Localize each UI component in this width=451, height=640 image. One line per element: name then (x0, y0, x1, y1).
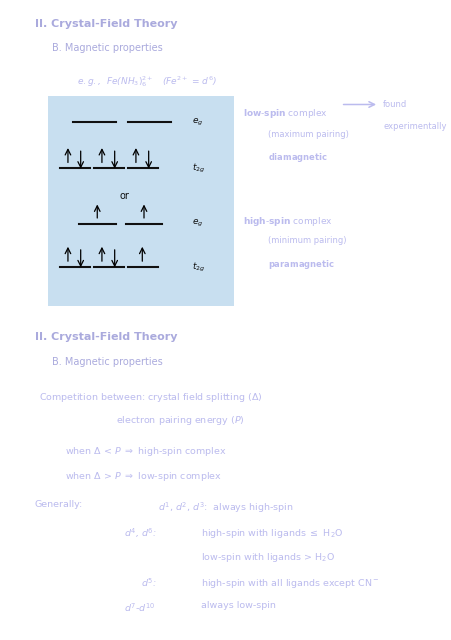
Text: $\mathbf{low\text{-}spin}$ complex: $\mathbf{low\text{-}spin}$ complex (243, 107, 327, 120)
Text: Generally:: Generally: (35, 500, 83, 509)
Text: always low-spin: always low-spin (200, 602, 275, 611)
Text: B. Magnetic properties: B. Magnetic properties (52, 44, 162, 53)
Text: $t_{2g}$: $t_{2g}$ (192, 162, 205, 175)
Text: $\mathbf{paramagnetic}$: $\mathbf{paramagnetic}$ (268, 258, 335, 271)
Text: Competition between: crystal field splitting ($\Delta$): Competition between: crystal field split… (39, 391, 262, 404)
Text: $d^4$, $d^6$:: $d^4$, $d^6$: (124, 527, 156, 540)
Text: low-spin with ligands > H$_2$O: low-spin with ligands > H$_2$O (200, 551, 334, 564)
Text: II. Crystal-Field Theory: II. Crystal-Field Theory (35, 332, 177, 342)
Text: when $\Delta$ > $P$ $\Rightarrow$ low-spin complex: when $\Delta$ > $P$ $\Rightarrow$ low-sp… (64, 470, 221, 483)
Text: $d^7$-$d^{10}$: $d^7$-$d^{10}$ (124, 602, 155, 614)
Text: or: or (119, 191, 129, 201)
Text: $t_{2g}$: $t_{2g}$ (192, 260, 205, 274)
Text: $e_g$: $e_g$ (192, 116, 203, 127)
Text: found: found (382, 100, 406, 109)
Text: $\mathbf{high\text{-}spin}$ complex: $\mathbf{high\text{-}spin}$ complex (243, 214, 332, 228)
Text: electron pairing energy ($P$): electron pairing energy ($P$) (115, 414, 244, 427)
Text: (minimum pairing): (minimum pairing) (268, 236, 346, 245)
Text: $\mathbf{diamagnetic}$: $\mathbf{diamagnetic}$ (268, 152, 327, 164)
Text: $e_g$: $e_g$ (192, 218, 203, 229)
Text: (maximum pairing): (maximum pairing) (268, 130, 349, 139)
Bar (47, 96, 234, 306)
Text: $e.g.$,  Fe(NH$_3)_6^{2+}$   (Fe$^{2+}$ = $d^6$): $e.g.$, Fe(NH$_3)_6^{2+}$ (Fe$^{2+}$ = $… (77, 74, 217, 89)
Text: high-spin with ligands $\leq$ H$_2$O: high-spin with ligands $\leq$ H$_2$O (200, 527, 342, 540)
Text: B. Magnetic properties: B. Magnetic properties (52, 357, 162, 367)
Text: experimentally: experimentally (382, 122, 446, 131)
Text: $d^5$:: $d^5$: (141, 577, 156, 589)
Text: $d^1$, $d^2$, $d^3$:  always high-spin: $d^1$, $d^2$, $d^3$: always high-spin (158, 500, 293, 515)
Text: high-spin with all ligands except CN$^-$: high-spin with all ligands except CN$^-$ (200, 577, 378, 589)
Text: when $\Delta$ < $P$ $\Rightarrow$ high-spin complex: when $\Delta$ < $P$ $\Rightarrow$ high-s… (64, 445, 226, 458)
Text: II. Crystal-Field Theory: II. Crystal-Field Theory (35, 19, 177, 29)
